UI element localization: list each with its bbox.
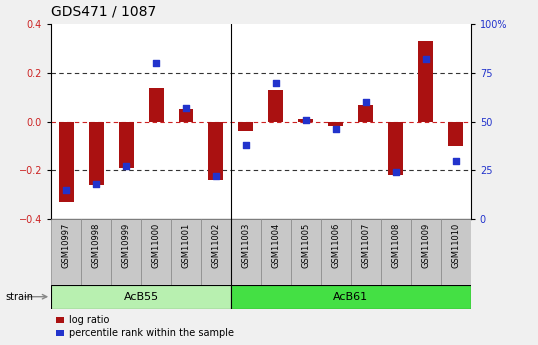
Point: [152, 60, 160, 66]
Text: GSM10998: GSM10998: [91, 222, 101, 268]
Text: GSM11003: GSM11003: [242, 222, 251, 268]
Point: [331, 127, 340, 132]
Legend: log ratio, percentile rank within the sample: log ratio, percentile rank within the sa…: [56, 315, 233, 338]
Bar: [299, 119, 313, 122]
Point: [211, 174, 220, 179]
Point: [392, 169, 400, 175]
Text: AcB55: AcB55: [123, 292, 159, 302]
Point: [272, 80, 280, 86]
Bar: [238, 122, 253, 131]
Bar: [231, 219, 261, 285]
Bar: [388, 122, 404, 175]
Bar: [268, 90, 284, 122]
Bar: [328, 122, 343, 127]
Bar: [118, 122, 133, 168]
Point: [62, 187, 70, 193]
Point: [182, 105, 190, 111]
Bar: [51, 285, 231, 309]
Bar: [201, 219, 231, 285]
Bar: [231, 285, 471, 309]
Bar: [208, 122, 223, 180]
Bar: [171, 219, 201, 285]
Point: [362, 99, 370, 105]
Bar: [448, 122, 463, 146]
Bar: [261, 219, 291, 285]
Point: [451, 158, 460, 164]
Bar: [441, 219, 471, 285]
Text: GSM11004: GSM11004: [271, 222, 280, 268]
Text: GSM11006: GSM11006: [331, 222, 341, 268]
Bar: [51, 219, 81, 285]
Bar: [89, 122, 103, 185]
Bar: [141, 219, 171, 285]
Text: GSM11007: GSM11007: [362, 222, 370, 268]
Point: [421, 57, 430, 62]
Text: GSM11002: GSM11002: [211, 222, 221, 268]
Text: GSM11009: GSM11009: [421, 222, 430, 268]
Bar: [321, 219, 351, 285]
Bar: [351, 219, 381, 285]
Bar: [418, 41, 433, 122]
Bar: [358, 105, 373, 122]
Text: GSM11001: GSM11001: [181, 222, 190, 268]
Text: GSM11000: GSM11000: [152, 222, 160, 268]
Text: GSM10999: GSM10999: [122, 222, 131, 268]
Bar: [179, 109, 194, 122]
Bar: [59, 122, 74, 202]
Text: GDS471 / 1087: GDS471 / 1087: [51, 5, 157, 19]
Text: GSM11010: GSM11010: [451, 222, 461, 268]
Bar: [111, 219, 141, 285]
Text: GSM10997: GSM10997: [61, 222, 70, 268]
Bar: [148, 88, 164, 122]
Bar: [381, 219, 411, 285]
Point: [242, 142, 250, 148]
Bar: [291, 219, 321, 285]
Text: AcB61: AcB61: [333, 292, 369, 302]
Text: GSM11005: GSM11005: [301, 222, 310, 268]
Point: [92, 181, 101, 187]
Text: strain: strain: [5, 292, 33, 302]
Point: [122, 164, 130, 169]
Text: GSM11008: GSM11008: [391, 222, 400, 268]
Bar: [81, 219, 111, 285]
Bar: [411, 219, 441, 285]
Point: [302, 117, 310, 122]
